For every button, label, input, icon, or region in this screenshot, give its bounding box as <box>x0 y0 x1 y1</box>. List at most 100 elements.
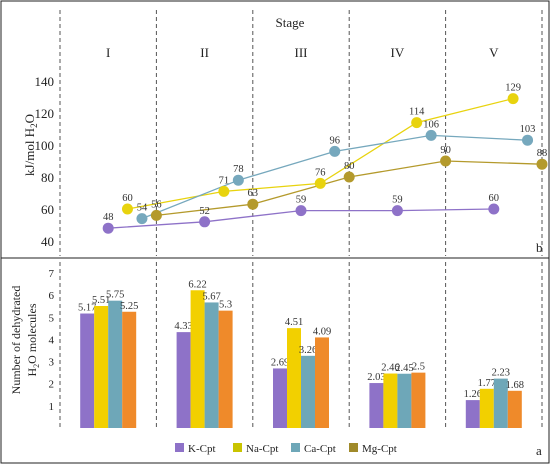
bar-value-label: 5.3 <box>219 300 232 311</box>
panel-label-b: b <box>536 240 543 255</box>
point-value-label: 103 <box>520 124 536 135</box>
point-value-label: 76 <box>315 167 326 178</box>
top-y-tick-label: 120 <box>35 106 55 121</box>
bar <box>369 383 384 428</box>
bottom-y-tick-label: 3 <box>49 357 55 369</box>
bar <box>397 373 412 428</box>
bar <box>411 372 426 428</box>
point-value-label: 129 <box>505 83 521 94</box>
bar-value-label: 3.26 <box>299 345 317 356</box>
top-y-tick-label: 40 <box>41 234 54 249</box>
bottom-y-tick-label: 2 <box>49 379 55 391</box>
bar <box>108 300 123 428</box>
top-y-tick-label: 140 <box>35 74 55 89</box>
legend-swatch <box>291 443 300 452</box>
point-value-label: 90 <box>440 145 451 156</box>
series-point <box>136 213 148 225</box>
series-point <box>440 155 452 167</box>
legend-swatch <box>175 443 184 452</box>
bar <box>273 368 287 428</box>
bar-value-label: 5.17 <box>78 303 96 314</box>
stage-label: II <box>200 45 209 60</box>
bar <box>204 302 219 428</box>
bar-value-label: 2.45 <box>395 363 413 374</box>
bar-value-label: 1.26 <box>464 389 482 400</box>
bottom-bars: 5.175.515.755.25 4.33 6.225.675.3 2.69 4.51 3… <box>78 279 524 428</box>
legend-swatch <box>349 443 358 452</box>
top-y-tick-label: 80 <box>41 170 54 185</box>
series-point <box>507 93 519 105</box>
series-point <box>247 198 259 210</box>
bar-value-label: 1.77 <box>478 378 496 389</box>
bar-value-label: 5.25 <box>120 301 138 312</box>
bottom-y-tick-label: 4 <box>49 334 55 346</box>
top-y-tick-label: 60 <box>41 202 54 217</box>
bar <box>315 337 329 428</box>
bar <box>507 390 522 428</box>
point-value-label: 59 <box>296 195 307 206</box>
series-point <box>102 222 114 234</box>
stage-label: III <box>295 45 308 60</box>
legend-label: Mg-Cpt <box>362 443 397 455</box>
legend: K-Cpt Na-Cpt Ca-Cpt Mg-Cpt <box>175 443 397 455</box>
bar <box>301 355 315 428</box>
point-value-label: 78 <box>233 164 244 175</box>
stage-labels: I II III IV V <box>106 45 499 60</box>
point-value-label: 52 <box>199 206 210 217</box>
point-value-label: 54 <box>137 203 148 214</box>
bottom-y-tick-label: 6 <box>49 290 55 302</box>
bottom-y-axis: 1 2 3 4 5 6 7 <box>49 268 55 413</box>
bar <box>218 310 233 428</box>
point-value-label: 114 <box>409 107 425 118</box>
series-point <box>343 171 355 183</box>
bar-value-label: 4.51 <box>285 317 303 328</box>
legend-swatch <box>233 443 242 452</box>
series-point <box>199 216 211 228</box>
bar-value-label: 5.51 <box>92 295 110 306</box>
bar <box>479 388 494 428</box>
bar <box>465 400 480 428</box>
point-value-label: 106 <box>423 119 439 130</box>
series-point <box>411 117 423 129</box>
bar-value-label: 1.68 <box>506 380 524 391</box>
series-point <box>295 205 307 217</box>
series-point <box>425 129 437 141</box>
point-value-label: 60 <box>489 193 500 204</box>
point-value-label: 48 <box>103 212 114 223</box>
bar-value-label: 2.03 <box>367 372 385 383</box>
point-value-label: 96 <box>329 135 340 146</box>
top-y-axis-label: kJ/mol H2O <box>22 114 39 176</box>
bar <box>122 311 137 428</box>
series-point <box>488 203 500 215</box>
series-point <box>391 205 403 217</box>
bar <box>80 313 95 428</box>
bar-value-label: 2.46 <box>381 363 399 374</box>
point-value-label: 56 <box>151 199 162 210</box>
top-y-tick-label: 100 <box>35 138 55 153</box>
series-point <box>121 203 133 215</box>
bar-value-label: 2.5 <box>412 362 425 373</box>
point-value-label: 60 <box>122 193 133 204</box>
series-point <box>536 158 548 170</box>
bar <box>493 378 508 428</box>
point-value-label: 80 <box>344 161 355 172</box>
series-point <box>522 134 534 146</box>
bottom-y-axis-label-line2: H2O molecules <box>25 303 41 376</box>
bottom-y-tick-label: 5 <box>49 312 55 324</box>
series-point <box>329 145 341 157</box>
bar-value-label: 5.75 <box>106 290 124 301</box>
top-series-points: 48 52 59 59 60 60 71 76 114 129 54 78 96 106 103 56 63 80… <box>102 83 548 234</box>
series-point <box>150 209 162 221</box>
bar <box>94 305 109 428</box>
bar-value-label: 2.23 <box>492 368 510 379</box>
bar <box>190 290 205 428</box>
point-value-label: 88 <box>537 148 548 159</box>
bar-value-label: 6.22 <box>188 279 206 290</box>
panel-label-a: a <box>536 443 542 458</box>
top-y-axis: 40 60 80 100 120 140 <box>35 74 55 249</box>
bar <box>176 332 191 428</box>
series-point <box>232 174 244 186</box>
point-value-label: 59 <box>392 195 403 206</box>
bar <box>287 328 301 428</box>
